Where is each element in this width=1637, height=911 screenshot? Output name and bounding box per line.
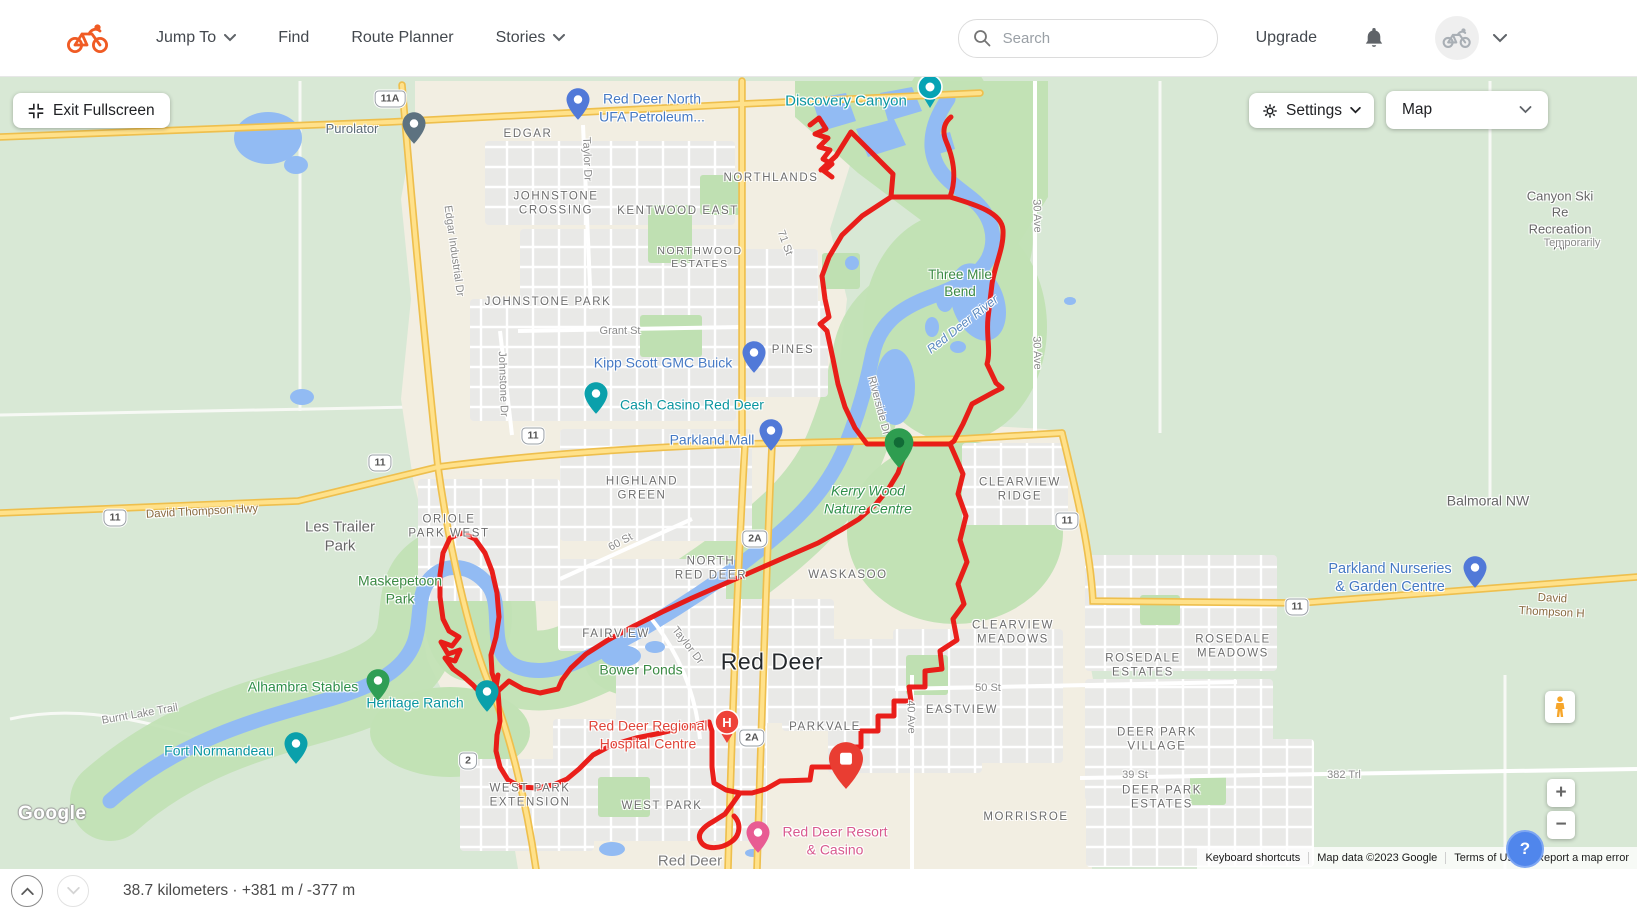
notifications-bell-icon[interactable] bbox=[1363, 26, 1385, 50]
chevron-down-icon bbox=[553, 34, 566, 42]
account-chevron-icon[interactable] bbox=[1493, 33, 1507, 43]
map-marker-discovery-canyon[interactable] bbox=[917, 77, 944, 114]
map-settings-button[interactable]: Settings bbox=[1248, 93, 1374, 128]
map-marker-parkland-nurseries[interactable] bbox=[1463, 556, 1487, 593]
search-input[interactable] bbox=[1000, 28, 1185, 48]
map-type-value: Map bbox=[1402, 101, 1433, 118]
nav-find-label: Find bbox=[278, 29, 310, 46]
zoom-out-button[interactable]: − bbox=[1547, 811, 1575, 839]
nav-stories[interactable]: Stories bbox=[496, 29, 566, 47]
map-canvas[interactable]: Purolator Red Deer North UFA Petroleum...… bbox=[0, 77, 1637, 869]
map-type-dropdown[interactable]: Map bbox=[1386, 91, 1548, 129]
map-marker-cash-casino[interactable] bbox=[584, 382, 608, 419]
attribution-item: Map data ©2023 Google bbox=[1308, 852, 1445, 864]
map-marker-heritage-ranch[interactable] bbox=[475, 680, 499, 717]
map-marker-route-point-green[interactable] bbox=[884, 428, 914, 473]
attribution-item[interactable]: Keyboard shortcuts bbox=[1205, 852, 1301, 864]
basemap bbox=[0, 77, 1637, 869]
nav-stories-label: Stories bbox=[495, 29, 546, 46]
chevron-down-icon bbox=[1519, 106, 1532, 114]
map-marker-route-end[interactable] bbox=[829, 742, 863, 794]
exit-fullscreen-button[interactable]: Exit Fullscreen bbox=[13, 93, 170, 128]
collapse-panel-button[interactable] bbox=[57, 874, 89, 907]
zoom-in-button[interactable]: + bbox=[1547, 779, 1575, 807]
brand-logo-icon[interactable] bbox=[66, 23, 110, 54]
expand-panel-button[interactable] bbox=[11, 874, 43, 907]
route-stats: 38.7 kilometers · +381 m / -377 m bbox=[123, 881, 356, 899]
nav-right-cluster: Upgrade bbox=[957, 0, 1507, 76]
primary-nav: Jump To Find Route Planner Stories bbox=[156, 29, 566, 47]
gear-icon bbox=[1263, 103, 1277, 118]
help-button[interactable]: ? bbox=[1506, 830, 1544, 868]
map-marker-purolator[interactable] bbox=[402, 112, 426, 149]
search-box[interactable] bbox=[957, 18, 1218, 58]
avatar[interactable] bbox=[1435, 16, 1479, 60]
pegman-control[interactable] bbox=[1545, 691, 1575, 723]
pegman-icon bbox=[1555, 696, 1565, 717]
map-markers-layer: H bbox=[0, 77, 1637, 869]
route-stats-bar: 38.7 kilometers · +381 m / -377 m bbox=[0, 869, 1637, 911]
chevron-down-icon bbox=[1350, 107, 1361, 114]
map-settings-label: Settings bbox=[1285, 101, 1342, 119]
nav-jump-to-label: Jump To bbox=[156, 29, 217, 46]
nav-jump-to[interactable]: Jump To bbox=[156, 29, 237, 47]
map-marker-alhambra-stables[interactable] bbox=[366, 669, 390, 706]
map-marker-parkland-mall[interactable] bbox=[759, 419, 783, 456]
map-attribution: Keyboard shortcuts Map data ©2023 Google T… bbox=[1197, 847, 1637, 869]
attribution-item[interactable]: Terms of Use bbox=[1445, 852, 1527, 864]
search-icon bbox=[973, 30, 991, 47]
map-marker-resort-casino[interactable] bbox=[746, 821, 770, 858]
collapse-icon bbox=[28, 103, 44, 118]
nav-find[interactable]: Find bbox=[278, 29, 309, 47]
route-overlay bbox=[437, 114, 1006, 851]
top-navigation: Jump To Find Route Planner Stories Upgra… bbox=[0, 0, 1637, 77]
map-marker-fort-normandeau[interactable] bbox=[284, 732, 308, 769]
exit-fullscreen-label: Exit Fullscreen bbox=[53, 101, 155, 119]
map-marker-kipp-scott-gmc[interactable] bbox=[742, 341, 766, 378]
chevron-down-icon bbox=[224, 34, 237, 42]
svg-text:H: H bbox=[722, 715, 731, 730]
map-marker-hospital[interactable]: H bbox=[714, 709, 741, 749]
upgrade-link[interactable]: Upgrade bbox=[1255, 29, 1317, 46]
nav-route-planner[interactable]: Route Planner bbox=[351, 29, 453, 47]
map-marker-ufa-petroleum[interactable] bbox=[566, 88, 590, 125]
nav-route-planner-label: Route Planner bbox=[351, 29, 454, 46]
chevron-down-icon bbox=[66, 886, 80, 894]
attribution-item[interactable]: Report a map error bbox=[1527, 852, 1637, 864]
google-logo: Google bbox=[18, 803, 87, 824]
chevron-up-icon bbox=[20, 887, 34, 895]
